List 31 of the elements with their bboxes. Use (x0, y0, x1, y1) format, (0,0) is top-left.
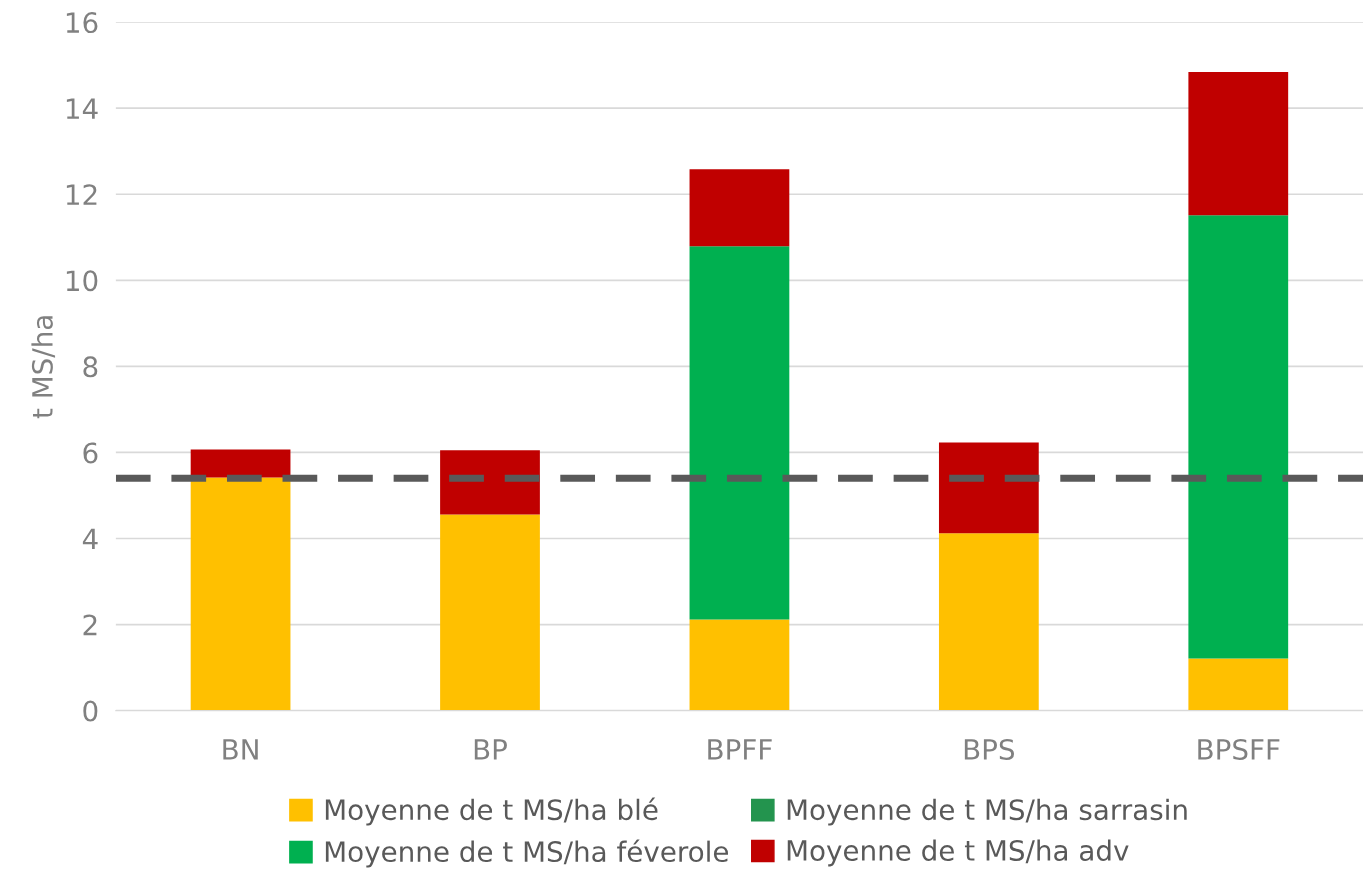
bar (440, 514, 540, 711)
y-tick-label: 4 (82, 528, 98, 550)
legend-label: Moyenne de t MS/ha féverole (325, 839, 728, 868)
bar (689, 169, 790, 247)
bar (1188, 658, 1289, 711)
bar (938, 442, 1039, 534)
y-tick-label: 6 (83, 442, 98, 464)
legend-label: Moyenne de t MS/ha blé (325, 797, 658, 826)
y-tick-label: 2 (83, 614, 97, 636)
y-tick-label: 0 (83, 700, 98, 722)
bar (440, 450, 540, 515)
y-tick-label: 14 (66, 98, 98, 119)
y-tick-label: 12 (66, 184, 97, 205)
legend-label: Moyenne de t MS/ha adv (787, 839, 1129, 867)
bar (1188, 72, 1289, 216)
x-tick-label: BN (223, 739, 258, 760)
bar (190, 477, 291, 711)
x-tick-label: BP (474, 739, 507, 760)
legend-label: Moyenne de t MS/ha sarrasin (787, 798, 1187, 826)
y-axis-title: t MS/ha (31, 316, 56, 419)
bar (938, 533, 1039, 711)
bar (1188, 215, 1289, 659)
x-tick-label: BPS (964, 738, 1015, 760)
y-tick-label: 8 (83, 356, 98, 378)
bar (190, 449, 291, 478)
x-tick-label: BPFF (708, 739, 772, 760)
bar (689, 246, 790, 620)
bar (689, 619, 790, 711)
y-tick-label: 16 (66, 12, 98, 34)
y-tick-label: 10 (66, 270, 98, 292)
x-tick-label: BPSFF (1198, 738, 1280, 760)
